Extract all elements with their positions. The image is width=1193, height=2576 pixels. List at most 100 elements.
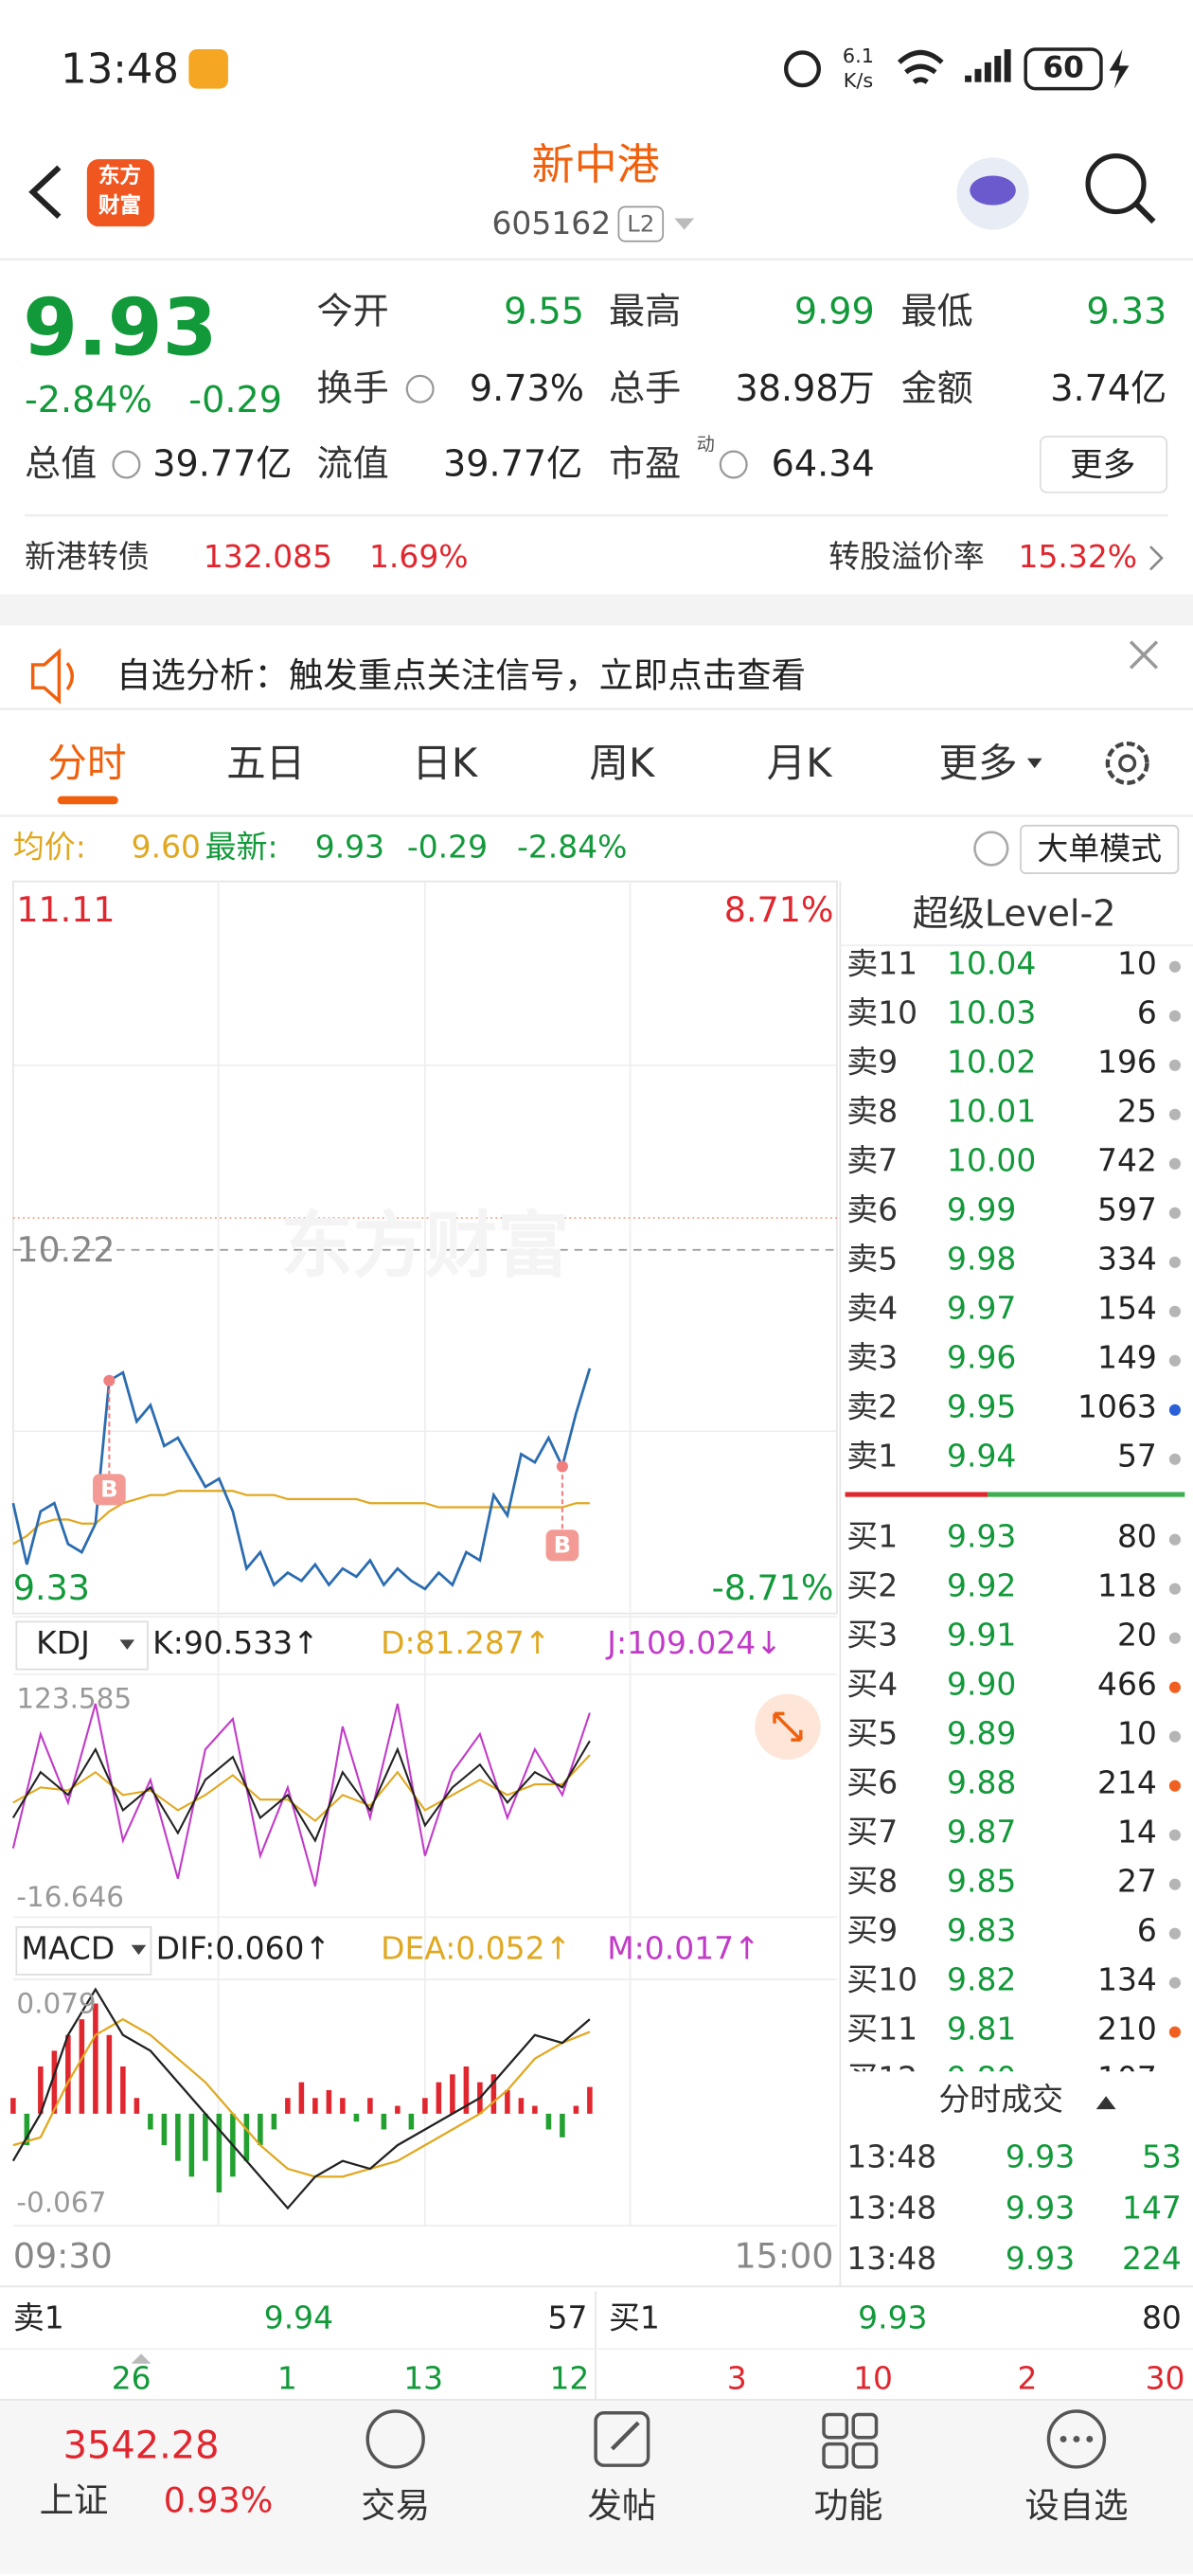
- info-icon[interactable]: [405, 374, 435, 403]
- level-dot: [1168, 1404, 1182, 1416]
- settings-button[interactable]: [1105, 741, 1149, 785]
- bond-price: 132.085: [203, 539, 333, 576]
- watchlist-dot: [1073, 2435, 1080, 2442]
- nav-item[interactable]: 交易: [361, 2485, 431, 2526]
- macd-bar: [134, 2098, 140, 2114]
- level-volume: 149: [1097, 1340, 1157, 1377]
- level-volume: 1063: [1077, 1389, 1157, 1426]
- back-button[interactable]: [28, 165, 62, 219]
- function-icon: [851, 2412, 879, 2440]
- avg-line: [12, 1490, 590, 1546]
- info-icon[interactable]: [719, 450, 748, 479]
- help-icon[interactable]: [973, 831, 1009, 867]
- trade-price: 9.93: [1005, 2190, 1076, 2227]
- tab[interactable]: 周K: [589, 740, 655, 787]
- level-dot: [1168, 2026, 1182, 2038]
- dropdown-arrow[interactable]: [674, 218, 695, 230]
- collapse-arrow: [131, 2353, 151, 2364]
- tab[interactable]: 更多: [938, 740, 1018, 787]
- level-volume: 80: [1116, 1519, 1157, 1556]
- level-volume: 334: [1097, 1242, 1157, 1279]
- indicator-name[interactable]: MACD: [21, 1931, 116, 1968]
- search-icon[interactable]: [1085, 153, 1147, 215]
- stat-label: 金额: [900, 368, 973, 411]
- stat-value: 9.73%: [469, 368, 585, 411]
- time-label: 15:00: [734, 2236, 834, 2277]
- stat-value: 9.99: [793, 292, 875, 333]
- index-value[interactable]: 3542.28: [62, 2424, 220, 2468]
- level-volume: 27: [1116, 1863, 1157, 1901]
- info-icon[interactable]: [112, 450, 141, 479]
- level-volume: 210: [1097, 2011, 1157, 2048]
- macd-bar: [408, 2113, 415, 2130]
- tab[interactable]: 月K: [766, 740, 832, 787]
- ask-count: 13: [403, 2361, 444, 2398]
- post-pen: [610, 2421, 640, 2451]
- level-price: 10.04: [947, 948, 1037, 983]
- level-volume: 6: [1136, 995, 1157, 1032]
- y-min-label: 9.33: [12, 1568, 90, 1608]
- nav-item[interactable]: 发帖: [587, 2485, 657, 2526]
- level-label: 卖11: [846, 948, 918, 983]
- dea-line: [12, 2017, 591, 2178]
- level-volume: 196: [1097, 1045, 1157, 1082]
- level-dot: [1168, 1108, 1182, 1120]
- macd-bar: [298, 2082, 305, 2114]
- watermark: 东方财富: [280, 1205, 570, 1289]
- nav-item[interactable]: 功能: [813, 2485, 883, 2526]
- level-volume: 466: [1097, 1667, 1157, 1704]
- close-button[interactable]: [1129, 640, 1159, 670]
- signal-bar: [994, 55, 1002, 82]
- level-dot: [1168, 1730, 1182, 1743]
- level-label: 卖2: [846, 1389, 899, 1426]
- watchlist-dot: [1086, 2435, 1094, 2442]
- indicator-select[interactable]: [15, 1925, 152, 1976]
- level-label: 卖4: [846, 1291, 899, 1328]
- logo-text: 财富: [98, 194, 142, 220]
- level-volume: 214: [1097, 1765, 1157, 1802]
- stock-code: 605162: [491, 206, 612, 242]
- notice-text[interactable]: 自选分析：触发重点关注信号，立即点击查看: [116, 655, 806, 695]
- macd-m: M:0.017↑: [607, 1931, 760, 1968]
- macd-bar: [120, 2066, 126, 2114]
- assistant-face: [970, 175, 1016, 206]
- level-price: 9.82: [947, 1961, 1017, 1999]
- kdj-d: D:81.287↑: [381, 1625, 551, 1662]
- level-price: 9.96: [947, 1340, 1017, 1377]
- more-button[interactable]: [1039, 436, 1168, 493]
- tab[interactable]: 五日: [226, 740, 306, 787]
- level-dot: [1168, 1059, 1182, 1071]
- more-button-text[interactable]: 更多: [1070, 444, 1136, 485]
- signal-label: B: [553, 1531, 572, 1559]
- net-speed: 6.1: [842, 44, 874, 68]
- section-gap: [0, 594, 1193, 626]
- level-price: 9.90: [947, 1667, 1017, 1704]
- index-change: 0.93%: [163, 2480, 274, 2521]
- index-name: 上证: [39, 2480, 109, 2521]
- level-volume: 107: [1097, 2064, 1157, 2072]
- kdj-max-label: 123.585: [16, 1683, 133, 1717]
- macd-bar: [175, 2113, 181, 2161]
- nav-item[interactable]: 设自选: [1024, 2485, 1129, 2526]
- function-icon: [851, 2442, 879, 2469]
- macd-dea: DEA:0.052↑: [381, 1931, 572, 1968]
- tab[interactable]: 日K: [412, 740, 478, 787]
- macd-bar: [545, 2113, 552, 2130]
- k-line: [11, 1740, 591, 1843]
- macd-bar: [463, 2066, 470, 2114]
- level-price: 9.99: [947, 1192, 1017, 1229]
- macd-bar: [422, 2098, 428, 2114]
- macd-bar: [188, 2113, 195, 2177]
- level-price: 10.02: [947, 1045, 1037, 1082]
- clock: 13:48: [61, 45, 179, 93]
- tab[interactable]: 分时: [47, 740, 127, 787]
- battery-icon: [1024, 47, 1103, 91]
- level-price: 9.93: [947, 1519, 1017, 1556]
- last-label: 最新:: [205, 830, 278, 867]
- mode-button[interactable]: [1020, 824, 1180, 874]
- level-volume: 20: [1116, 1618, 1157, 1655]
- mode-button-text[interactable]: 大单模式: [1037, 831, 1163, 868]
- indicator-name[interactable]: KDJ: [36, 1625, 90, 1662]
- trades-title[interactable]: 分时成交: [938, 2082, 1064, 2119]
